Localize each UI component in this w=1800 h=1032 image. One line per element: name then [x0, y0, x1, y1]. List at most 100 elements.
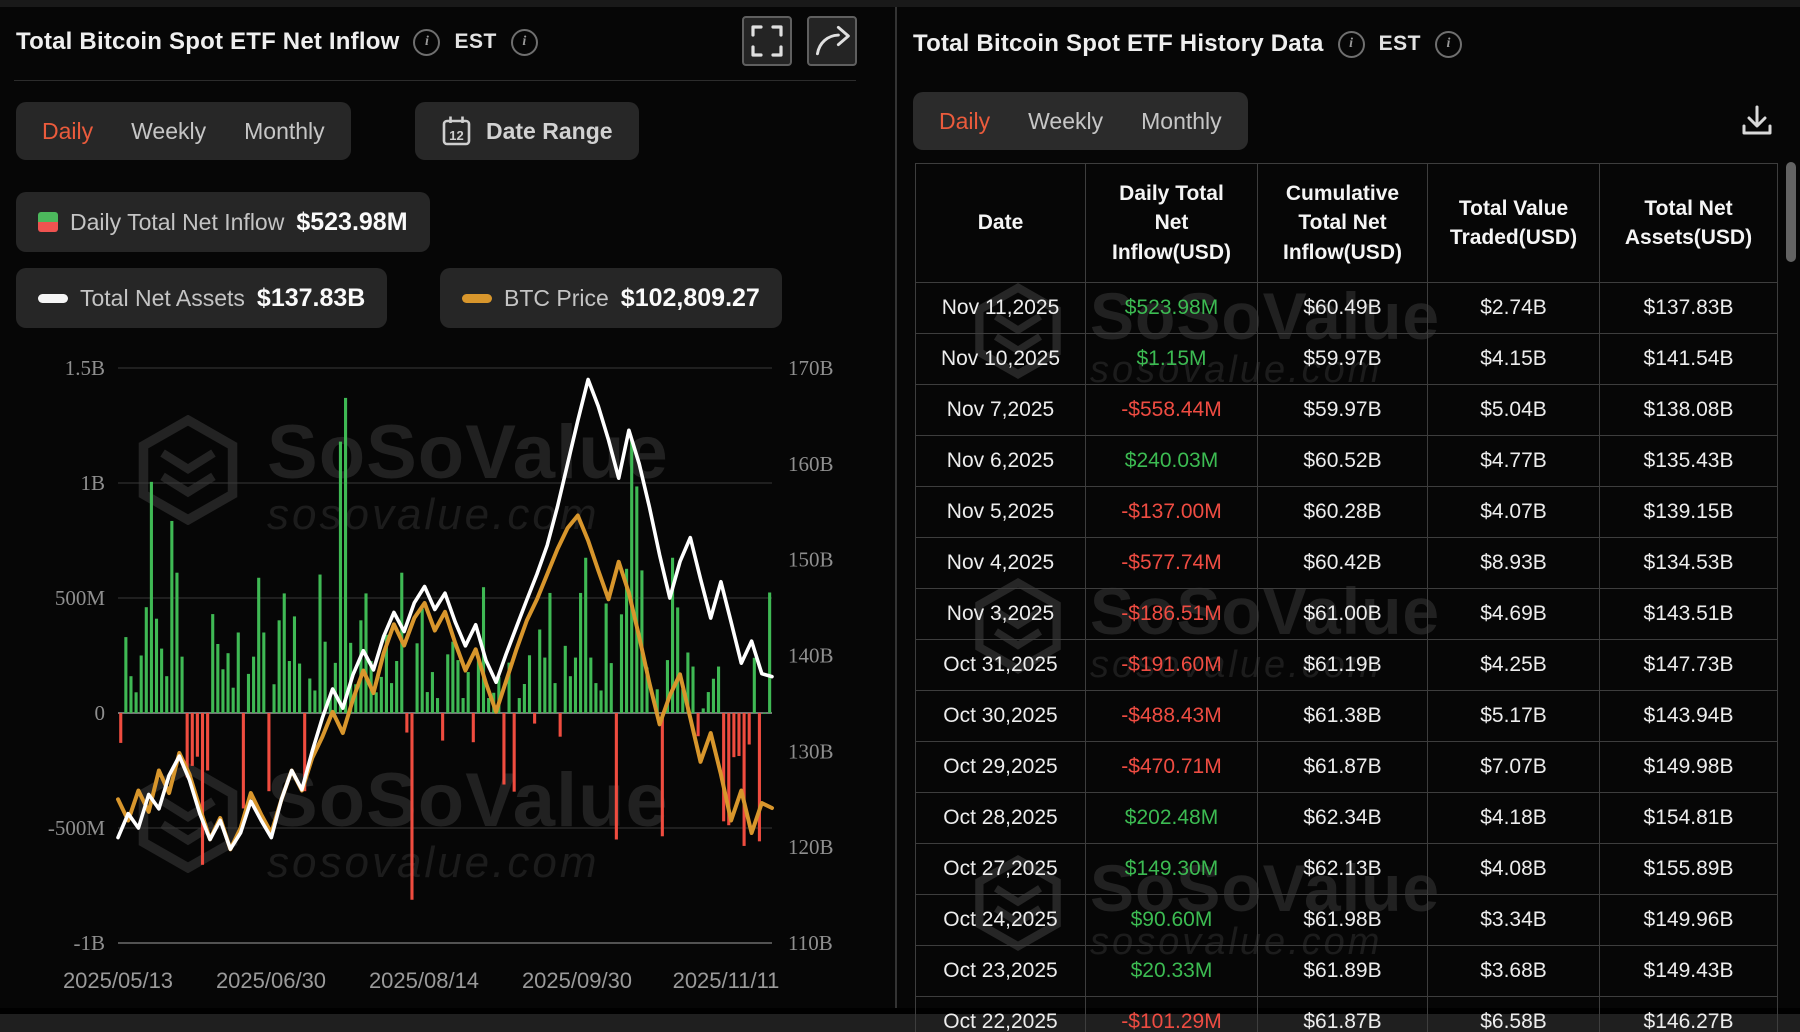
- cell-date: Nov 7,2025: [915, 384, 1086, 436]
- column-header: Daily Total Net Inflow(USD): [1085, 163, 1258, 283]
- cell-cumulative-inflow: $61.98B: [1257, 894, 1428, 946]
- cell-value-traded: $2.74B: [1427, 282, 1600, 334]
- history-period-tabs: Daily Weekly Monthly: [913, 92, 1248, 150]
- info-icon[interactable]: i: [510, 28, 538, 56]
- table-scrollbar[interactable]: [1786, 150, 1796, 1008]
- header-divider: [14, 80, 856, 81]
- cell-cumulative-inflow: $61.87B: [1257, 741, 1428, 793]
- table-row: Nov 4,2025 -$577.74M $60.42B $8.93B $134.53B: [915, 537, 1778, 589]
- legend-daily-net-inflow[interactable]: Daily Total Net Inflow $523.98M: [16, 192, 430, 252]
- cell-daily-net-inflow: $149.30M: [1085, 843, 1258, 895]
- cell-value-traded: $7.07B: [1427, 741, 1600, 793]
- download-button[interactable]: [1738, 102, 1776, 143]
- history-tab-daily[interactable]: Daily: [939, 107, 991, 134]
- cell-cumulative-inflow: $61.87B: [1257, 996, 1428, 1032]
- legend-label: Total Net Assets: [80, 284, 245, 311]
- y-axis-right-tick: 120B: [788, 835, 834, 859]
- cell-date: Oct 31,2025: [915, 639, 1086, 691]
- y-axis-left-tick: -1B: [74, 931, 106, 955]
- table-row: Oct 27,2025 $149.30M $62.13B $4.08B $155.89B: [915, 843, 1778, 895]
- cell-value-traded: $5.17B: [1427, 690, 1600, 742]
- history-header: Total Bitcoin Spot ETF History Data i ES…: [913, 22, 1462, 66]
- cell-net-assets: $146.27B: [1599, 996, 1778, 1032]
- column-header: Total Net Assets(USD): [1599, 163, 1778, 283]
- table-row: Nov 7,2025 -$558.44M $59.97B $5.04B $138.08B: [915, 384, 1778, 436]
- net-inflow-header: Total Bitcoin Spot ETF Net Inflow i EST …: [16, 20, 538, 64]
- column-header: Cumulative Total Net Inflow(USD): [1257, 163, 1428, 283]
- legend-value: $102,809.27: [620, 283, 760, 312]
- cell-date: Nov 10,2025: [915, 333, 1086, 385]
- cell-date: Oct 29,2025: [915, 741, 1086, 793]
- legend-btc-price[interactable]: BTC Price $102,809.27: [440, 268, 782, 328]
- cell-daily-net-inflow: $90.60M: [1085, 894, 1258, 946]
- table-row: Oct 28,2025 $202.48M $62.34B $4.18B $154.81B: [915, 792, 1778, 844]
- cell-date: Oct 23,2025: [915, 945, 1086, 997]
- table-row: Oct 23,2025 $20.33M $61.89B $3.68B $149.43B: [915, 945, 1778, 997]
- cell-value-traded: $4.18B: [1427, 792, 1600, 844]
- y-axis-left-tick: 500M: [55, 586, 106, 610]
- table-row: Nov 10,2025 $1.15M $59.97B $4.15B $141.54B: [915, 333, 1778, 385]
- etf-history-table: Date Daily Total Net Inflow(USD) Cumulativ…: [915, 163, 1778, 1032]
- cell-net-assets: $154.81B: [1599, 792, 1778, 844]
- cell-date: Oct 27,2025: [915, 843, 1086, 895]
- table-row: Oct 22,2025 -$101.29M $61.87B $6.58B $146.27…: [915, 996, 1778, 1032]
- legend-total-net-assets[interactable]: Total Net Assets $137.83B: [16, 268, 388, 328]
- cell-cumulative-inflow: $60.52B: [1257, 435, 1428, 487]
- window-top-strip: [0, 0, 1800, 7]
- info-icon[interactable]: i: [1337, 30, 1365, 58]
- cell-cumulative-inflow: $62.13B: [1257, 843, 1428, 895]
- inflow-tab-weekly[interactable]: Weekly: [131, 117, 207, 144]
- cell-daily-net-inflow: $20.33M: [1085, 945, 1258, 997]
- fullscreen-icon: [751, 25, 783, 57]
- info-icon[interactable]: i: [1434, 30, 1462, 58]
- history-title: Total Bitcoin Spot ETF History Data: [913, 30, 1324, 57]
- inflow-tab-monthly[interactable]: Monthly: [244, 117, 325, 144]
- cell-cumulative-inflow: $60.42B: [1257, 537, 1428, 589]
- cell-value-traded: $4.15B: [1427, 333, 1600, 385]
- cell-date: Nov 3,2025: [915, 588, 1086, 640]
- table-scrollbar-thumb[interactable]: [1786, 162, 1796, 262]
- date-range-button[interactable]: 12 Date Range: [415, 102, 639, 160]
- cell-value-traded: $4.69B: [1427, 588, 1600, 640]
- cell-cumulative-inflow: $61.38B: [1257, 690, 1428, 742]
- cell-value-traded: $4.77B: [1427, 435, 1600, 487]
- cell-value-traded: $8.93B: [1427, 537, 1600, 589]
- inflow-tab-daily[interactable]: Daily: [42, 117, 94, 144]
- y-axis-right-tick: 160B: [788, 452, 834, 476]
- y-axis-right-tick: 170B: [788, 356, 834, 380]
- cell-net-assets: $141.54B: [1599, 333, 1778, 385]
- btc-line-swatch-icon: [462, 293, 492, 303]
- y-axis-left-tick: 0: [95, 701, 106, 725]
- info-icon[interactable]: i: [413, 28, 441, 56]
- table-row: Nov 11,2025 $523.98M $60.49B $2.74B $137.83B: [915, 282, 1778, 334]
- x-axis-tick: 2025/06/30: [216, 968, 326, 993]
- inflow-chart-canvas[interactable]: 1.5B 1B 500M 0 -500M -1B 170B 160B 150B 140B 130B 1…: [0, 298, 890, 1010]
- history-tab-monthly[interactable]: Monthly: [1141, 107, 1222, 134]
- cell-cumulative-inflow: $59.97B: [1257, 384, 1428, 436]
- cell-date: Nov 11,2025: [915, 282, 1086, 334]
- cell-net-assets: $149.43B: [1599, 945, 1778, 997]
- cell-daily-net-inflow: $523.98M: [1085, 282, 1258, 334]
- history-tab-weekly[interactable]: Weekly: [1028, 107, 1104, 134]
- cell-net-assets: $139.15B: [1599, 486, 1778, 538]
- cell-date: Oct 22,2025: [915, 996, 1086, 1032]
- cell-net-assets: $149.98B: [1599, 741, 1778, 793]
- cell-value-traded: $5.04B: [1427, 384, 1600, 436]
- cell-value-traded: $4.25B: [1427, 639, 1600, 691]
- table-row: Nov 3,2025 -$186.51M $61.00B $4.69B $143.51B: [915, 588, 1778, 640]
- legend-label: BTC Price: [504, 284, 609, 311]
- table-row: Oct 24,2025 $90.60M $61.98B $3.34B $149.96B: [915, 894, 1778, 946]
- cell-net-assets: $143.94B: [1599, 690, 1778, 742]
- share-icon: [816, 25, 850, 56]
- cell-date: Oct 28,2025: [915, 792, 1086, 844]
- table-row: Oct 31,2025 -$191.60M $61.19B $4.25B $147.73…: [915, 639, 1778, 691]
- y-axis-right-tick: 150B: [788, 548, 834, 572]
- table-row: Nov 6,2025 $240.03M $60.52B $4.77B $135.43B: [915, 435, 1778, 487]
- share-button[interactable]: [807, 16, 857, 66]
- fullscreen-button[interactable]: [742, 16, 792, 66]
- legend-value: $523.98M: [296, 207, 408, 236]
- cell-date: Nov 6,2025: [915, 435, 1086, 487]
- y-axis-left-tick: 1B: [80, 471, 105, 495]
- cell-value-traded: $6.58B: [1427, 996, 1600, 1032]
